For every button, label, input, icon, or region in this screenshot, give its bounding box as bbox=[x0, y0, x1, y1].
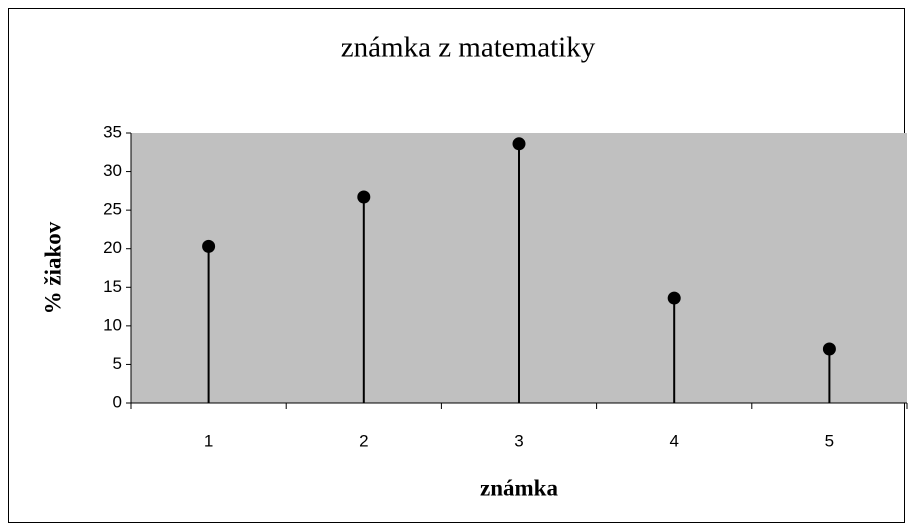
x-tick-label: 2 bbox=[359, 431, 368, 450]
y-tick-label: 30 bbox=[103, 161, 122, 180]
y-tick-label: 20 bbox=[103, 238, 122, 257]
chart-title: známka z matematiky bbox=[341, 32, 596, 64]
y-tick-label: 15 bbox=[103, 277, 122, 296]
marker bbox=[667, 291, 681, 305]
x-tick-label: 3 bbox=[514, 431, 523, 450]
x-tick-label: 5 bbox=[825, 431, 834, 450]
y-tick-label: 25 bbox=[103, 200, 122, 219]
y-tick-label: 0 bbox=[113, 392, 122, 411]
x-tick-label: 4 bbox=[669, 431, 678, 450]
y-tick-label: 10 bbox=[103, 315, 122, 334]
marker bbox=[357, 190, 371, 204]
y-axis-label: % žiakov bbox=[40, 221, 65, 314]
marker bbox=[202, 239, 216, 253]
x-axis-label: známka bbox=[480, 475, 558, 500]
y-tick-label: 35 bbox=[103, 122, 122, 141]
x-tick-label: 1 bbox=[204, 431, 213, 450]
y-tick-label: 5 bbox=[113, 354, 122, 373]
marker bbox=[822, 342, 836, 356]
marker bbox=[512, 137, 526, 151]
